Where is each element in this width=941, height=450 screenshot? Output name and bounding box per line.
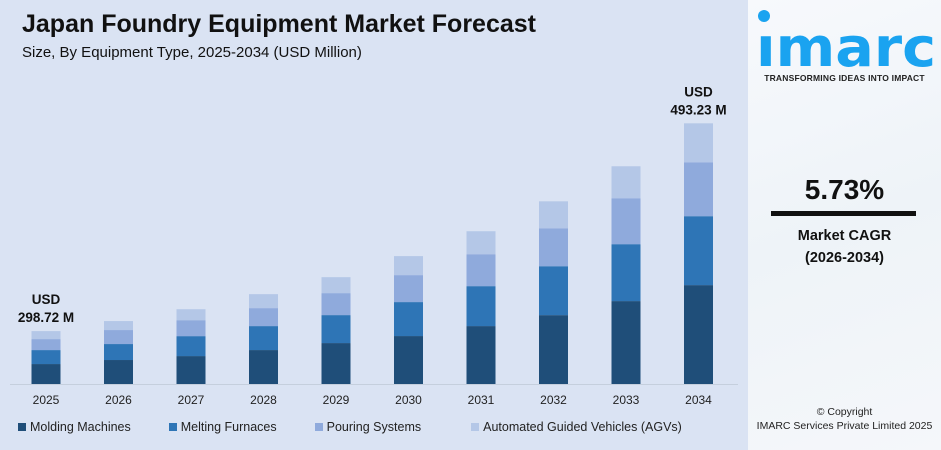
bar-segment-2032-pouring-systems <box>539 228 568 267</box>
bar-segment-2030-molding-machines <box>394 336 423 384</box>
bar-segment-2027-melting-furnaces <box>176 336 206 357</box>
legend-item: Pouring Systems <box>314 420 422 434</box>
bar-segment-2034-automated-guided-vehicles-agvs- <box>684 123 713 163</box>
copyright: © Copyright IMARC Services Private Limit… <box>748 405 941 433</box>
bar-segment-2034-pouring-systems <box>684 162 713 217</box>
legend: Molding Machines Melting Furnaces Pouring … <box>18 420 682 434</box>
bar-segment-2025-molding-machines <box>31 364 61 384</box>
bar-segment-2029-molding-machines <box>321 343 351 384</box>
bar-segment-2034-melting-furnaces <box>684 216 713 286</box>
copyright-line1: © Copyright <box>816 406 873 418</box>
data-label-currency: USD <box>684 84 713 99</box>
bar-segment-2030-pouring-systems <box>394 275 423 303</box>
bar-segment-2029-melting-furnaces <box>321 315 351 344</box>
divider <box>771 211 916 216</box>
bar-segment-2029-automated-guided-vehicles-agvs- <box>321 277 351 294</box>
bar-segment-2030-automated-guided-vehicles-agvs- <box>394 256 423 276</box>
bar-segment-2031-pouring-systems <box>466 254 496 287</box>
bar-segment-2026-melting-furnaces <box>104 344 133 361</box>
bar-segment-2031-melting-furnaces <box>466 286 496 327</box>
chart-subtitle: Size, By Equipment Type, 2025-2034 (USD … <box>22 44 362 61</box>
x-tick-label: 2032 <box>540 393 567 407</box>
bar-segment-2032-melting-furnaces <box>539 266 568 316</box>
bar-segment-2026-pouring-systems <box>104 330 133 345</box>
data-label-value: 493.23 M <box>670 102 726 117</box>
copyright-line2: IMARC Services Private Limited 2025 <box>756 420 933 432</box>
bar-segment-2033-molding-machines <box>611 301 641 384</box>
cagr-label: Market CAGR (2026-2034) <box>748 225 941 269</box>
bar-segment-2032-molding-machines <box>539 315 568 384</box>
bar-segment-2026-automated-guided-vehicles-agvs- <box>104 321 133 331</box>
legend-swatch <box>471 423 480 431</box>
bar-segment-2033-automated-guided-vehicles-agvs- <box>611 166 641 199</box>
imarc-logo: ımarc <box>756 10 936 70</box>
bar-segment-2033-pouring-systems <box>611 198 641 245</box>
legend-swatch <box>18 423 26 431</box>
x-tick-label: 2033 <box>613 393 640 407</box>
bar-segment-2028-pouring-systems <box>249 308 278 327</box>
bar-segment-2031-molding-machines <box>466 326 496 384</box>
x-tick-label: 2029 <box>323 393 350 407</box>
tagline: TRANSFORMING IDEAS INTO IMPACT <box>764 73 925 83</box>
bar-segment-2025-melting-furnaces <box>31 350 61 365</box>
bar-segment-2027-pouring-systems <box>176 320 206 337</box>
x-tick-label: 2034 <box>685 393 712 407</box>
legend-item: Melting Furnaces <box>168 420 277 434</box>
bar-segment-2027-molding-machines <box>176 356 206 384</box>
x-tick-label: 2028 <box>250 393 277 407</box>
bar-segment-2032-automated-guided-vehicles-agvs- <box>539 201 568 229</box>
cagr-label-text: Market CAGR <box>797 228 892 244</box>
bar-segment-2028-melting-furnaces <box>249 326 278 351</box>
bar-segment-2025-pouring-systems <box>31 339 61 351</box>
legend-item: Automated Guided Vehicles (AGVs) <box>471 420 682 434</box>
sidebar-panel: ımarc TRANSFORMING IDEAS INTO IMPACT 5.7… <box>748 0 941 450</box>
cagr-value: 5.73% <box>804 174 885 205</box>
legend-label: Melting Furnaces <box>180 420 277 434</box>
bar-segment-2026-molding-machines <box>104 360 133 384</box>
bar-segment-2028-automated-guided-vehicles-agvs- <box>249 294 278 309</box>
chart-panel: Japan Foundry Equipment Market Forecast … <box>10 10 738 434</box>
bar-segment-2031-automated-guided-vehicles-agvs- <box>466 231 496 255</box>
data-label-value: 298.72 M <box>18 310 74 325</box>
legend-swatch <box>314 423 323 431</box>
bar-segment-2028-molding-machines <box>249 350 278 384</box>
legend-label: Automated Guided Vehicles (AGVs) <box>483 420 682 434</box>
bar-segment-2034-molding-machines <box>684 285 713 384</box>
cagr-period: (2026-2034) <box>805 250 884 266</box>
legend-label: Pouring Systems <box>326 420 422 434</box>
legend-label: Molding Machines <box>30 420 131 434</box>
legend-swatch <box>168 423 177 431</box>
x-tick-label: 2025 <box>33 393 60 407</box>
bar-segment-2030-melting-furnaces <box>394 302 423 337</box>
legend-item: Molding Machines <box>18 420 131 434</box>
svg-text:ımarc: ımarc <box>756 16 936 70</box>
x-tick-label: 2026 <box>105 393 132 407</box>
bar-segment-2033-melting-furnaces <box>611 244 641 302</box>
x-tick-label: 2027 <box>178 393 205 407</box>
x-tick-label: 2030 <box>395 393 422 407</box>
stacked-bar-chart: 2025 USD 298.72 M 2026 2027 2028 2029 2030 2031 2… <box>10 84 738 407</box>
chart-title: Japan Foundry Equipment Market Forecast <box>22 10 536 38</box>
bar-segment-2025-automated-guided-vehicles-agvs- <box>31 331 61 340</box>
data-label-currency: USD <box>32 292 61 307</box>
x-tick-label: 2031 <box>468 393 495 407</box>
bar-segment-2027-automated-guided-vehicles-agvs- <box>176 309 206 321</box>
bar-segment-2029-pouring-systems <box>321 293 351 316</box>
